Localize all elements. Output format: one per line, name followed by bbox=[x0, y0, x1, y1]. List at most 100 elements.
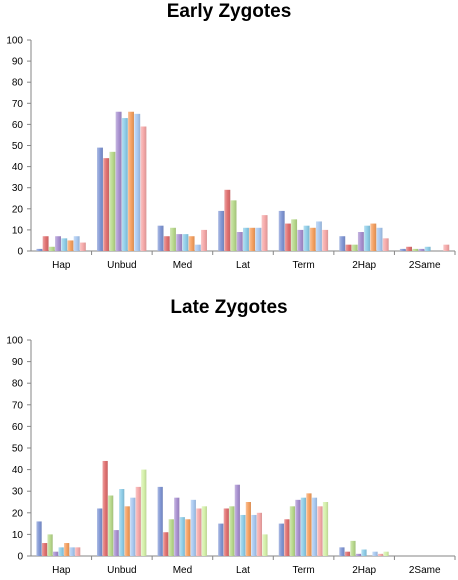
bar bbox=[345, 244, 352, 251]
bar bbox=[223, 508, 229, 556]
bar bbox=[61, 238, 68, 251]
bar bbox=[289, 506, 295, 556]
bar bbox=[113, 530, 119, 556]
bar bbox=[243, 227, 249, 251]
bar bbox=[424, 246, 431, 251]
bar bbox=[278, 210, 285, 251]
bar bbox=[55, 236, 61, 251]
bar bbox=[382, 238, 389, 251]
bar bbox=[170, 227, 176, 251]
chart-title-late: Late Zygotes bbox=[170, 297, 288, 318]
bar bbox=[41, 543, 48, 556]
x-tick-label: Unbud bbox=[107, 565, 136, 576]
y-tick-label: 50 bbox=[12, 444, 24, 455]
y-tick-label: 10 bbox=[12, 530, 24, 541]
bar bbox=[108, 495, 114, 556]
bar bbox=[97, 147, 103, 251]
y-tick-label: 0 bbox=[17, 552, 23, 563]
bar bbox=[103, 158, 110, 251]
bar bbox=[443, 244, 450, 251]
bar bbox=[194, 244, 201, 251]
bar bbox=[185, 519, 191, 556]
y-tick-label: 80 bbox=[12, 379, 24, 390]
bar bbox=[399, 248, 406, 251]
bar bbox=[261, 215, 268, 251]
bar bbox=[141, 469, 147, 556]
bar bbox=[109, 151, 116, 251]
bar bbox=[47, 534, 53, 556]
bar bbox=[135, 486, 141, 556]
x-tick-label: 2Hap bbox=[352, 565, 376, 576]
bar bbox=[224, 189, 231, 251]
x-tick-label: Hap bbox=[52, 565, 71, 576]
bar bbox=[245, 502, 251, 556]
bar bbox=[309, 227, 316, 251]
bar bbox=[372, 551, 378, 556]
bar bbox=[344, 551, 351, 556]
bar bbox=[182, 234, 189, 251]
bar bbox=[130, 497, 136, 556]
y-tick-label: 100 bbox=[6, 336, 23, 347]
bar bbox=[176, 234, 183, 251]
y-tick-label: 30 bbox=[12, 183, 24, 194]
y-tick-label: 90 bbox=[12, 57, 24, 68]
bar bbox=[315, 221, 322, 251]
bar bbox=[317, 506, 323, 556]
bar bbox=[284, 519, 290, 556]
bar bbox=[236, 232, 243, 251]
y-tick-label: 40 bbox=[12, 162, 24, 173]
bar bbox=[157, 486, 163, 556]
x-tick-label: Med bbox=[173, 260, 192, 271]
bar bbox=[201, 229, 207, 251]
bar bbox=[300, 497, 307, 556]
bar bbox=[306, 493, 312, 556]
bar bbox=[128, 111, 134, 252]
x-tick-label: Unbud bbox=[107, 260, 136, 271]
bar bbox=[255, 227, 262, 251]
bar bbox=[377, 553, 384, 556]
bar bbox=[179, 517, 185, 556]
bar bbox=[406, 246, 412, 251]
bar bbox=[311, 497, 318, 556]
y-tick-label: 80 bbox=[12, 78, 24, 89]
y-tick-label: 30 bbox=[12, 487, 24, 498]
bar bbox=[75, 547, 81, 556]
bar bbox=[69, 547, 75, 556]
bar bbox=[355, 553, 362, 556]
bar bbox=[157, 225, 164, 251]
bar bbox=[140, 126, 147, 251]
bar bbox=[412, 248, 419, 251]
bar bbox=[42, 236, 49, 251]
bar bbox=[190, 499, 196, 556]
y-tick-label: 70 bbox=[12, 99, 24, 110]
bar bbox=[357, 232, 364, 251]
bar bbox=[36, 248, 43, 251]
bar bbox=[119, 489, 125, 556]
bar bbox=[284, 223, 291, 251]
x-tick-label: Term bbox=[292, 565, 314, 576]
bar bbox=[53, 551, 59, 556]
bar bbox=[97, 508, 103, 556]
bar bbox=[256, 512, 263, 556]
bar bbox=[121, 118, 128, 251]
x-tick-label: Term bbox=[292, 260, 314, 271]
bar bbox=[134, 113, 141, 251]
bar bbox=[351, 244, 358, 251]
bar bbox=[303, 225, 310, 251]
y-tick-label: 90 bbox=[12, 357, 24, 368]
bar bbox=[262, 534, 268, 556]
bar bbox=[73, 236, 80, 251]
x-tick-label: 2Hap bbox=[352, 260, 376, 271]
y-tick-label: 50 bbox=[12, 141, 24, 152]
y-tick-label: 20 bbox=[12, 508, 24, 519]
bar bbox=[240, 514, 246, 556]
bar bbox=[36, 521, 42, 556]
y-tick-label: 70 bbox=[12, 400, 24, 411]
bar bbox=[322, 229, 329, 251]
bar bbox=[249, 227, 256, 251]
x-tick-label: Hap bbox=[52, 260, 71, 271]
bar bbox=[188, 236, 195, 251]
bar bbox=[102, 460, 108, 556]
bar bbox=[295, 499, 301, 556]
bar bbox=[291, 219, 298, 251]
